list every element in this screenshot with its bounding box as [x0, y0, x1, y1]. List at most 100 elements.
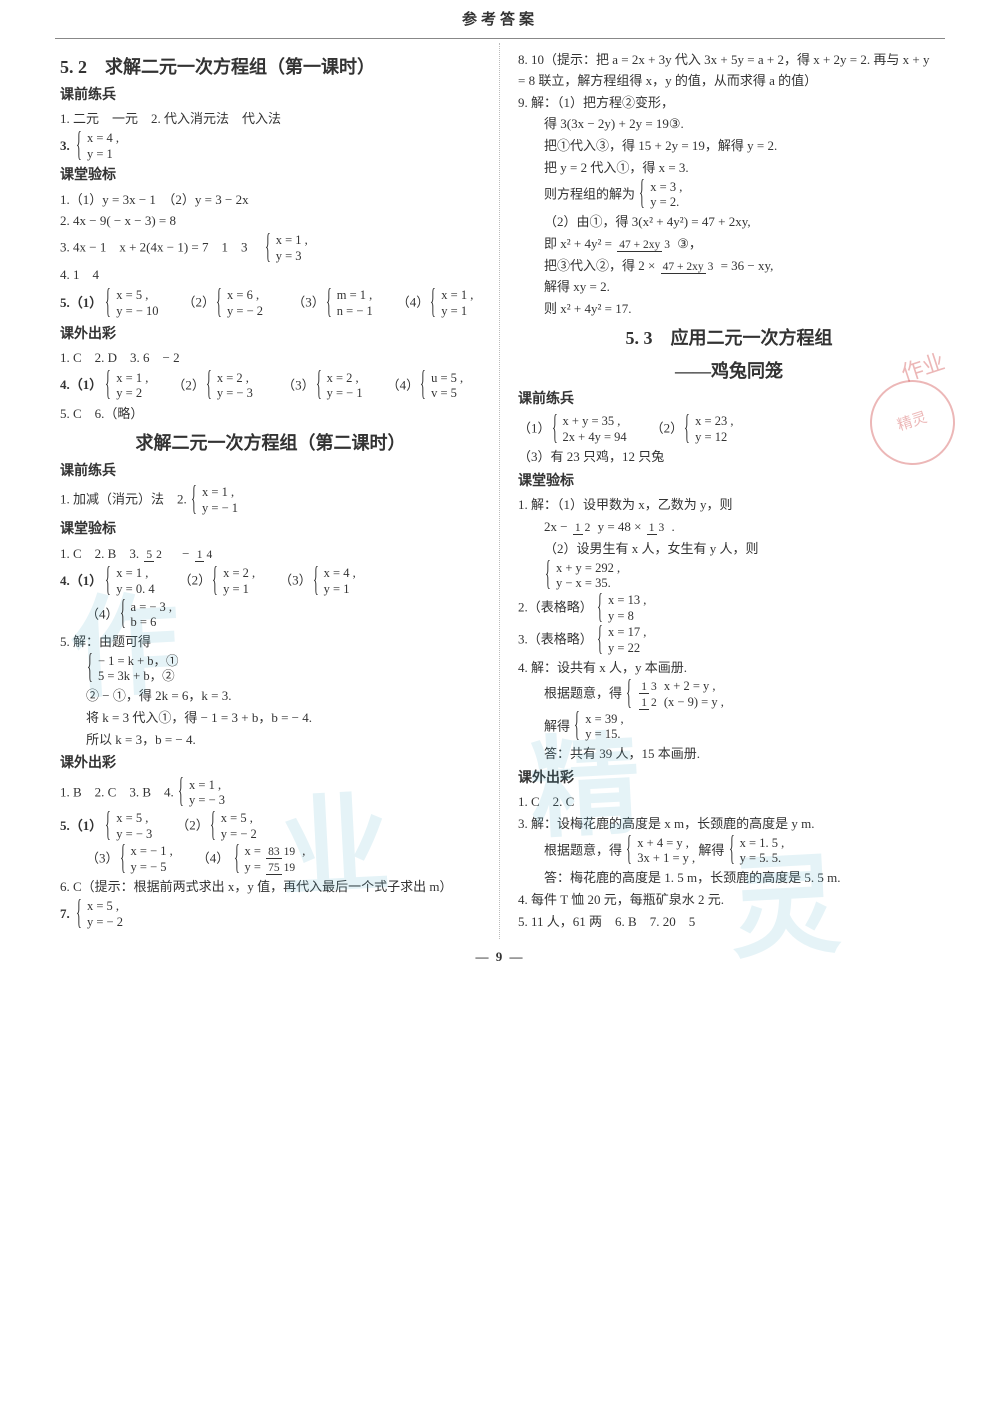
ans-line: 解得 xy = 2.: [518, 277, 940, 298]
text: y = 48 ×: [598, 519, 645, 534]
text: （2）: [651, 421, 684, 436]
brace: x + y = 292 ,y − x = 35.: [544, 561, 620, 592]
text: −: [169, 546, 193, 561]
text: （4）: [387, 377, 420, 392]
brace: x = 2 ,y = 1: [211, 566, 255, 597]
ans-line: （2）由①，得 3(x² + 4y²) = 47 + 2xy,: [518, 212, 940, 233]
ans-line: 4. 每件 T 恤 20 元，每瓶矿泉水 2 元.: [518, 890, 940, 911]
text: 把③代入②，得 2 ×: [544, 258, 659, 273]
ans-line: 把③代入②，得 2 × 47 + 2xy3 = 36 − xy,: [518, 256, 940, 277]
ans-line: 3. x = 4 ,y = 1: [60, 131, 481, 162]
text: （2）: [183, 295, 216, 310]
text: （3）: [292, 295, 325, 310]
item-num: 5.（1）: [60, 818, 102, 833]
ans-line: 2x − 12 y = 48 × 13 .: [518, 517, 940, 538]
ans-line: （3）x = 2 ,y = − 1 （4）u = 5 ,v = 5: [256, 371, 463, 402]
ans-line: x + y = 292 ,y − x = 35.: [518, 561, 940, 592]
ans-line: − 1 = k + b，①5 = 3k + b，②: [60, 654, 481, 685]
text: 解得: [544, 718, 570, 733]
ans-line: 5.（1）x = 5 ,y = − 3 （2）x = 5 ,y = − 2: [60, 811, 257, 842]
ans-line: 1. B 2. C 3. B 4. x = 1 ,y = − 3: [60, 778, 481, 809]
text: .: [672, 519, 675, 534]
subhead: 课前练兵: [60, 461, 481, 483]
subhead: 课堂验标: [518, 471, 940, 493]
brace: − 1 = k + b，①5 = 3k + b，②: [86, 654, 179, 685]
item-num: 4.（1）: [60, 573, 102, 588]
brace: x = 4 ,y = 1: [75, 131, 119, 162]
brace: 13 x + 2 = y , 12 (x − 9) = y ,: [625, 679, 724, 710]
fraction: 12: [639, 697, 659, 709]
ans-line: 1. 解：（1）设甲数为 x，乙数为 y，则: [518, 495, 940, 516]
ans-line: 2.（表格略） x = 13 ,y = 8: [518, 593, 940, 624]
ans-line: 1. C 2. D 3. 6 − 2: [60, 348, 481, 369]
text: 根据题意，得: [544, 842, 622, 857]
text: 2.（表格略）: [518, 600, 593, 615]
text: = 36 − xy,: [721, 258, 774, 273]
item-num: 4.（1）: [60, 377, 102, 392]
brace: x = 5 ,y = − 3: [104, 811, 152, 842]
section-title: ——鸡兔同笼: [518, 357, 940, 386]
fraction: 47 + 2xy3: [617, 239, 672, 251]
header-rule: [55, 38, 945, 39]
ans-line: 4.（1）x = 1 ,y = 2 （2）x = 2 ,y = − 3: [60, 371, 253, 402]
brace: x = 5 ,y = − 10: [104, 288, 158, 319]
section-title: 5. 3 应用二元一次方程组: [518, 324, 940, 353]
text: 解得: [698, 842, 724, 857]
brace: x = 5 ,y = − 2: [75, 899, 123, 930]
fraction: 7519: [266, 862, 297, 874]
subhead: 课前练兵: [518, 389, 940, 411]
brace: x + y = 35 ,2x + 4y = 94: [551, 414, 627, 445]
subhead: 课堂验标: [60, 519, 481, 541]
brace: x = 1 ,y = − 3: [177, 778, 225, 809]
item-num: 5.（1）: [60, 295, 102, 310]
brace: x = 5 ,y = − 2: [209, 811, 257, 842]
ans-line: 5.（1）x = 5 ,y = − 10 （2）x = 6 ,y = − 2: [60, 288, 263, 319]
item-num: 3.: [60, 138, 70, 153]
ans-line: （1）x + y = 35 ,2x + 4y = 94 （2）x = 23 ,y…: [518, 414, 733, 445]
brace: u = 5 ,v = 5: [419, 371, 463, 402]
fraction: 13: [639, 681, 659, 693]
ans-line: 8. 10（提示：把 a = 2x + 3y 代入 3x + 5y = a + …: [518, 50, 940, 92]
text: （3）: [86, 851, 119, 866]
brace: x = 2 ,y = − 3: [205, 371, 253, 402]
text: 3.（表格略）: [518, 632, 593, 647]
ans-line: 5. 11 人，61 两 6. B 7. 20 5: [518, 912, 940, 933]
ans-line: 则方程组的解为 x = 3 ,y = 2.: [518, 180, 940, 211]
text: （4）: [86, 606, 119, 621]
ans-line: 7. x = 5 ,y = − 2: [60, 899, 481, 930]
brace: x = 4 ,y = 1: [312, 566, 356, 597]
ans-line: （3）m = 1 ,n = − 1 （4）x = 1 ,y = 1: [266, 288, 473, 319]
ans-line: （4）a = − 3 ,b = 6: [60, 600, 481, 631]
ans-line: 3. 4x − 1 x + 2(4x − 1) = 7 1 3 x = 1 ,y…: [60, 233, 481, 264]
right-column: 8. 10（提示：把 a = 2x + 3y 代入 3x + 5y = a + …: [500, 43, 950, 939]
brace: x = 17 ,y = 22: [596, 625, 646, 656]
fraction: 12: [573, 522, 593, 534]
text: 3. 4x − 1 x + 2(4x − 1) = 7 1 3: [60, 240, 261, 255]
text: 根据题意，得: [544, 686, 622, 701]
page-columns: 5. 2 求解二元一次方程组（第一课时） 课前练兵 1. 二元 一元 2. 代入…: [0, 43, 1000, 939]
ans-line: 则 x² + 4y² = 17.: [518, 299, 940, 320]
subhead: 课外出彩: [518, 768, 940, 790]
ans-line: 1.（1）y = 3x − 1 （2）y = 3 − 2x: [60, 190, 481, 211]
subhead: 课外出彩: [60, 753, 481, 775]
left-column: 5. 2 求解二元一次方程组（第一课时） 课前练兵 1. 二元 一元 2. 代入…: [50, 43, 500, 939]
ans-line: 1. C 2. C: [518, 792, 940, 813]
text: （2）: [179, 573, 212, 588]
fraction: 52: [144, 549, 164, 561]
page-number: — 9 —: [0, 947, 1000, 968]
ans-line: 根据题意，得 x + 4 = y ,3x + 1 = y , 解得 x = 1.…: [518, 836, 940, 867]
fraction: 47 + 2xy3: [661, 261, 716, 273]
ans-line: 把 y = 2 代入①，得 x = 3.: [518, 158, 940, 179]
ans-line: 5. C 6.（略）: [60, 404, 481, 425]
brace: x = 8319 , y = 7519: [233, 844, 306, 875]
ans-line: 将 k = 3 代入①，得 − 1 = 3 + b，b = − 4.: [60, 708, 481, 729]
text: ③，: [677, 236, 702, 251]
subhead: 课堂验标: [60, 165, 481, 187]
brace: x = 2 ,y = − 1: [315, 371, 363, 402]
text: （1）: [518, 421, 551, 436]
ans-line: （3）x = − 1 ,y = − 5 （4） x = 8319 , y = 7…: [60, 844, 305, 875]
ans-line: ② − ①，得 2k = 6，k = 3.: [60, 686, 481, 707]
ans-line: 把①代入③，得 15 + 2y = 19，解得 y = 2.: [518, 136, 940, 157]
ans-line: 1. 二元 一元 2. 代入消元法 代入法: [60, 109, 481, 130]
brace: x = 1 ,y = 0. 4: [104, 566, 154, 597]
